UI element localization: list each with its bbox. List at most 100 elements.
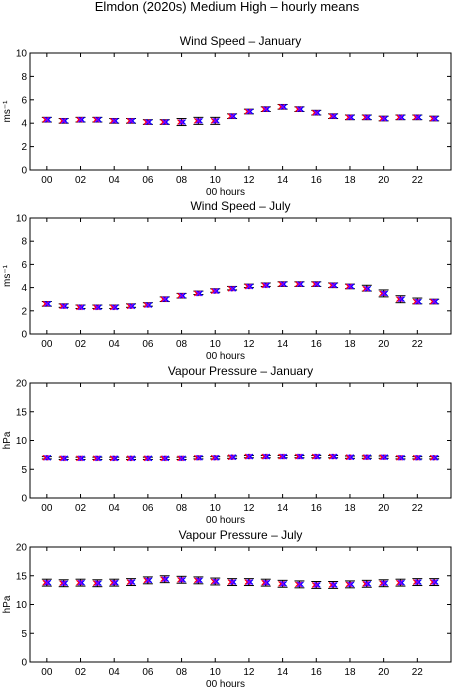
x-tick-label: 22 xyxy=(412,175,424,186)
y-tick-label: 15 xyxy=(16,407,28,418)
mean-marker xyxy=(178,119,185,125)
mean-marker xyxy=(213,454,220,461)
mean-marker xyxy=(279,281,286,288)
chart-title: Wind Speed – July xyxy=(190,199,290,213)
mean-marker xyxy=(382,454,389,461)
mean-marker xyxy=(212,578,219,585)
y-tick-label: 4 xyxy=(21,283,27,294)
x-tick-label: 06 xyxy=(142,667,154,678)
mean-marker xyxy=(77,579,84,586)
mean-marker xyxy=(313,109,320,116)
x-axis-label: 00 hours xyxy=(206,679,245,688)
y-axis-label: hPa xyxy=(2,595,13,613)
x-tick-label: 06 xyxy=(142,175,154,186)
mean-marker xyxy=(432,298,439,305)
mean-marker xyxy=(111,579,118,586)
mean-marker xyxy=(330,453,337,460)
mean-marker xyxy=(213,117,220,124)
y-tick-label: 2 xyxy=(21,142,27,153)
mean-marker xyxy=(163,296,170,303)
mean-marker xyxy=(45,579,52,586)
y-tick-label: 15 xyxy=(16,571,28,582)
mean-marker xyxy=(399,579,405,586)
mean-marker xyxy=(296,106,303,113)
x-tick-label: 10 xyxy=(210,667,222,678)
x-tick-label: 12 xyxy=(243,175,255,186)
mean-marker xyxy=(432,454,439,461)
mean-marker xyxy=(180,576,186,583)
mean-marker xyxy=(365,454,372,461)
mean-marker xyxy=(262,282,269,289)
mean-marker xyxy=(195,290,202,297)
x-tick-label: 00 xyxy=(41,175,53,186)
x-tick-label: 14 xyxy=(277,667,289,678)
mean-marker xyxy=(230,454,237,461)
mean-marker xyxy=(163,455,170,462)
mean-marker xyxy=(365,580,372,587)
mean-marker xyxy=(43,116,50,123)
mean-marker xyxy=(331,113,338,120)
mean-marker xyxy=(94,455,101,462)
x-tick-label: 06 xyxy=(142,503,154,514)
mean-marker xyxy=(77,304,84,311)
mean-marker xyxy=(79,304,85,311)
mean-marker xyxy=(213,288,220,295)
mean-marker xyxy=(415,454,422,461)
mean-marker xyxy=(62,117,69,124)
y-tick-label: 0 xyxy=(21,330,27,341)
mean-marker xyxy=(399,114,405,121)
mean-marker xyxy=(178,292,185,299)
mean-marker xyxy=(397,579,404,586)
mean-marker xyxy=(180,455,186,462)
mean-marker xyxy=(146,577,153,584)
x-tick-label: 16 xyxy=(311,503,323,514)
mean-marker xyxy=(365,114,372,121)
mean-marker xyxy=(146,302,153,308)
mean-marker xyxy=(180,292,186,299)
mean-marker xyxy=(60,117,67,124)
mean-marker xyxy=(281,453,288,460)
mean-marker xyxy=(161,119,168,125)
mean-marker xyxy=(313,281,320,288)
x-tick-label: 08 xyxy=(176,339,188,350)
mean-marker xyxy=(347,454,353,461)
mean-marker xyxy=(414,454,421,461)
y-tick-label: 0 xyxy=(21,494,27,505)
y-tick-label: 0 xyxy=(21,166,27,177)
mean-marker xyxy=(348,581,355,588)
mean-marker xyxy=(95,580,102,587)
mean-marker xyxy=(112,579,119,586)
y-tick-label: 10 xyxy=(16,600,28,611)
mean-marker xyxy=(262,106,269,113)
mean-marker xyxy=(196,117,203,124)
mean-marker xyxy=(43,454,50,461)
mean-marker xyxy=(380,115,387,122)
x-tick-label: 06 xyxy=(142,339,154,350)
mean-marker xyxy=(431,298,438,305)
mean-marker xyxy=(262,453,269,460)
mean-marker xyxy=(45,116,52,123)
mean-marker xyxy=(363,454,370,461)
mean-marker xyxy=(94,304,101,311)
mean-marker xyxy=(247,108,254,115)
mean-marker xyxy=(363,114,370,121)
mean-marker xyxy=(432,115,439,122)
chart-panel-3: Vapour Pressure – January hPa 00 hours 0 5 10… xyxy=(2,364,452,526)
mean-marker xyxy=(365,285,372,292)
x-tick-label: 20 xyxy=(378,503,390,514)
x-tick-label: 22 xyxy=(412,667,424,678)
mean-marker xyxy=(77,116,84,123)
x-axis-label: 00 hours xyxy=(206,515,245,526)
mean-marker xyxy=(129,455,136,462)
x-tick-label: 18 xyxy=(344,175,356,186)
mean-marker xyxy=(347,283,353,290)
mean-marker xyxy=(279,103,286,110)
mean-marker xyxy=(298,281,304,288)
mean-marker xyxy=(112,455,119,462)
mean-marker xyxy=(382,115,389,122)
mean-marker xyxy=(314,582,321,588)
x-tick-label: 22 xyxy=(412,503,424,514)
figure-title: Elmdon (2020s) Medium High – hourly mean… xyxy=(95,0,360,14)
